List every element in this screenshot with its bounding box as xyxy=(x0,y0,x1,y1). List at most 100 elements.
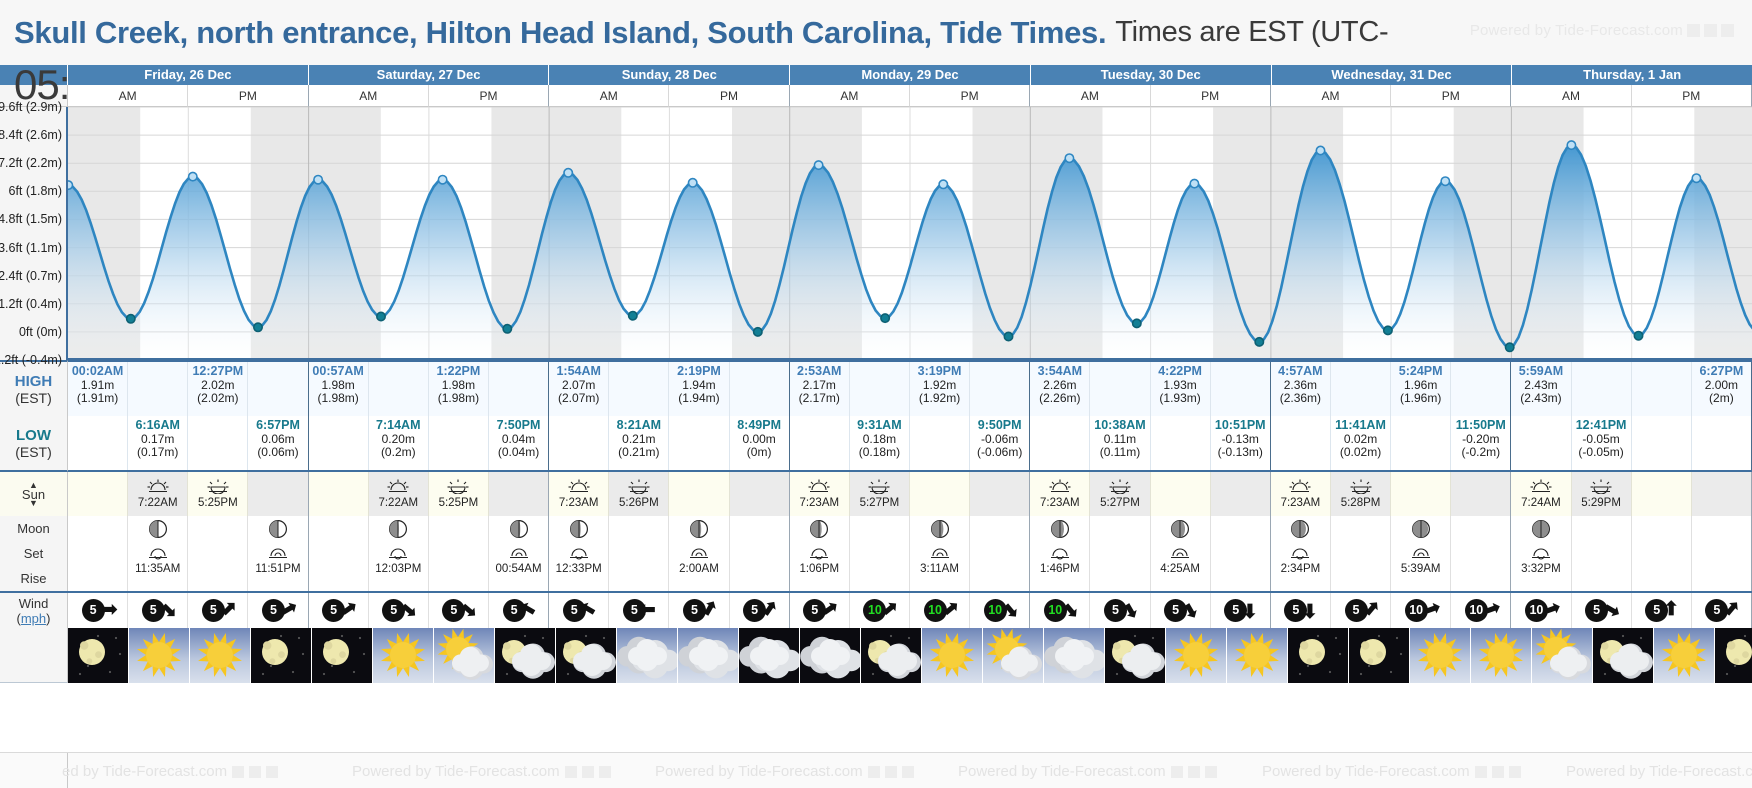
sun-row: ▲ Sun ▼ 7:22AM 5:25PM 7:22AM 5:25PM 7:23AM 5:… xyxy=(0,472,1752,516)
wind-cell-4: 5 ⬆ xyxy=(308,593,369,628)
ampm-cell-0: AM xyxy=(68,85,189,107)
high-tide-marker-0[interactable] xyxy=(68,180,74,191)
moon-phase-icon xyxy=(1050,519,1070,542)
footer-watermark-text-2: Powered by Tide-Forecast.com xyxy=(352,763,560,780)
moon-cloud-icon xyxy=(1105,628,1165,683)
moon-phase-icon xyxy=(569,519,589,542)
low-tide-marker-11[interactable] xyxy=(752,326,763,337)
moon-label-text: Moon xyxy=(17,521,50,536)
low-tide-marker-5[interactable] xyxy=(375,311,386,322)
wind-label-text: Wind xyxy=(18,595,49,611)
low-tide-time: 7:14AM xyxy=(376,418,421,432)
wind-badge: 5 ⬆ xyxy=(196,596,241,626)
high-tide-cell-4: 00:57AM 1.98m (1.98m) xyxy=(308,362,369,416)
high-tide-time: 4:22PM xyxy=(1158,364,1202,378)
low-tide-marker-3[interactable] xyxy=(253,322,264,333)
low-tide-time: 12:41PM xyxy=(1575,418,1627,432)
low-tide-marker-23[interactable] xyxy=(1504,342,1515,353)
low-tide-marker-21[interactable] xyxy=(1382,325,1393,336)
day-header-0: Friday, 26 Dec xyxy=(68,65,309,85)
sun-cloud-icon xyxy=(1532,628,1592,683)
moon-cell-5: 12:03PM xyxy=(368,516,429,591)
moon-clear-icon xyxy=(68,628,128,683)
wind-badge: 5 ⬆ xyxy=(617,596,661,626)
low-tide-height: 0.11m xyxy=(1103,431,1137,446)
high-tide-marker-20[interactable] xyxy=(1315,145,1326,156)
wind-direction-arrow-icon: ⬆ xyxy=(1302,598,1319,620)
high-tide-marker-22[interactable] xyxy=(1440,176,1451,187)
high-tide-height: 2.26m xyxy=(1043,377,1077,392)
low-tide-height: 0.02m xyxy=(1343,431,1378,446)
moon-event-time: 00:54AM xyxy=(495,563,542,575)
wind-badge: 10 ⬆ xyxy=(978,596,1022,626)
wind-badge: 10 ⬆ xyxy=(1038,596,1083,626)
footer-watermark-text-6: Powered by Tide-Forecast.com xyxy=(1566,763,1752,780)
wind-badge: 5 ⬆ xyxy=(1158,596,1202,626)
low-tide-marker-19[interactable] xyxy=(1254,336,1265,347)
wind-unit-wrap: (mph) xyxy=(17,611,51,626)
wind-cell-15: 10 ⬆ xyxy=(970,593,1031,628)
high-tide-cell-20: 4:57AM 2.36m (2.36m) xyxy=(1270,362,1331,416)
wind-speed-badge: 5 xyxy=(1103,598,1127,622)
sunset-icon xyxy=(628,479,650,497)
high-tide-marker-10[interactable] xyxy=(687,177,698,188)
high-tide-marker-4[interactable] xyxy=(313,174,324,185)
day-header-1: Saturday, 27 Dec xyxy=(308,65,550,85)
weather-cell-6 xyxy=(434,628,495,683)
wind-speed-badge: 5 xyxy=(81,598,105,622)
chart-plot-area[interactable] xyxy=(68,107,1752,360)
low-tide-label: LOW (EST) xyxy=(0,416,68,472)
high-tide-marker-12[interactable] xyxy=(813,160,824,171)
low-tide-marker-13[interactable] xyxy=(880,313,891,324)
high-tide-marker-26[interactable] xyxy=(1691,173,1702,184)
moonset-icon xyxy=(1289,546,1311,563)
moon-row-label: Moon Set Rise xyxy=(0,516,68,591)
low-tide-height: 0.20m xyxy=(381,431,415,446)
wind-unit-link[interactable]: mph xyxy=(20,610,47,626)
high-tide-marker-6[interactable] xyxy=(437,174,448,185)
wind-badge: 5 ⬆ xyxy=(1579,596,1624,626)
low-tide-marker-25[interactable] xyxy=(1633,330,1644,341)
high-tide-time: 1:54AM xyxy=(556,364,601,378)
high-tide-height-alt: (1.93m) xyxy=(1159,391,1201,405)
high-tide-marker-18[interactable] xyxy=(1189,178,1200,189)
high-tide-marker-14[interactable] xyxy=(938,179,949,190)
cloud-icon xyxy=(739,628,799,683)
wind-cell-16: 10 ⬆ xyxy=(1030,593,1091,628)
sun-clear-icon xyxy=(922,628,982,683)
moon-cell-15 xyxy=(970,516,1031,591)
day-header-5: Wednesday, 31 Dec xyxy=(1271,65,1513,85)
low-tide-marker-17[interactable] xyxy=(1131,318,1142,329)
low-tide-marker-1[interactable] xyxy=(125,313,136,324)
sunrise-icon xyxy=(147,479,169,497)
high-tide-marker-8[interactable] xyxy=(563,167,574,178)
wind-cell-10: 5 ⬆ xyxy=(669,593,730,628)
high-tide-height: 2.36m xyxy=(1283,377,1318,392)
high-tide-time: 5:24PM xyxy=(1398,364,1443,378)
wind-badge: 10 ⬆ xyxy=(918,596,963,626)
high-tide-height: 1.93m xyxy=(1163,377,1197,392)
wind-speed-badge: 5 xyxy=(803,598,827,622)
weather-cell-21 xyxy=(1349,628,1410,683)
wind-cell-6: 5 ⬆ xyxy=(428,593,489,628)
current-time-overlay: 05: xyxy=(14,61,70,108)
high-tide-cell-10: 2:19PM 1.94m (1.94m) xyxy=(669,362,730,416)
wind-badge: 5 ⬆ xyxy=(316,596,361,626)
moon-clear-icon xyxy=(251,628,311,683)
weather-cell-5 xyxy=(373,628,434,683)
high-tide-cell-2: 12:27PM 2.02m (2.02m) xyxy=(188,362,249,416)
high-tide-marker-16[interactable] xyxy=(1064,153,1075,164)
low-tide-marker-15[interactable] xyxy=(1003,331,1014,342)
low-tide-marker-9[interactable] xyxy=(627,310,638,321)
high-tide-marker-2[interactable] xyxy=(187,171,198,182)
sun-time: 7:23AM xyxy=(1280,497,1321,509)
moonset-icon xyxy=(387,546,409,563)
low-tide-marker-7[interactable] xyxy=(502,323,513,334)
page-subtitle: Times are EST (UTC- xyxy=(1115,16,1389,48)
high-tide-marker-24[interactable] xyxy=(1566,140,1577,151)
moon-event-time: 1:06PM xyxy=(799,563,840,575)
moon-cell-13 xyxy=(849,516,910,591)
watermark-download-icon xyxy=(1704,24,1717,37)
day-header-row: Friday, 26 Dec Saturday, 27 Dec Sunday, 28… xyxy=(0,65,1752,85)
sun-clear-icon xyxy=(1654,628,1714,683)
